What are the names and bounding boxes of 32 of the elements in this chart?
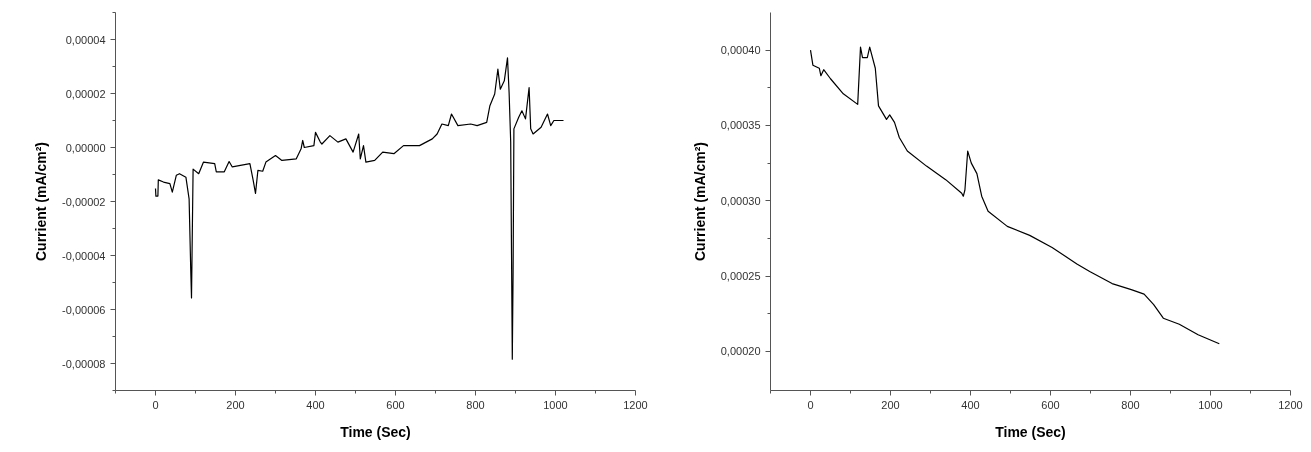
x-tick-label: 1000 (543, 398, 568, 411)
y-tick-label: -0,00008 (62, 357, 106, 370)
y-tick-label: -0,00004 (62, 249, 106, 262)
y-tick-label: -0,00002 (62, 195, 106, 208)
x-tick-label: 0 (152, 398, 159, 411)
y-tick-label: 0,00020 (720, 345, 761, 358)
x-tick-label: 400 (961, 398, 980, 411)
y-tick-label: 0,00040 (720, 44, 761, 57)
x-tick-label: 1200 (1278, 398, 1303, 411)
x-tick-label: 200 (881, 398, 900, 411)
y-tick-label: 0,00025 (720, 270, 761, 283)
x-tick-label: 1200 (623, 398, 648, 411)
x-axis-title: Time (Sec) (340, 423, 411, 440)
line-series (809, 46, 1220, 345)
line-series (154, 57, 565, 360)
y-tick-label: 0,00004 (65, 33, 106, 46)
x-tick-label: 200 (226, 398, 245, 411)
y-tick-label: -0,00006 (62, 303, 106, 316)
y-tick-label: 0,00000 (65, 141, 106, 154)
x-tick-label: 800 (466, 398, 485, 411)
x-tick-label: 1000 (1198, 398, 1223, 411)
x-tick-label: 0 (807, 398, 814, 411)
y-axis-title: Currient (mA/cm²) (691, 141, 708, 261)
x-tick-label: 600 (386, 398, 405, 411)
y-tick-label: 0,00030 (720, 194, 761, 207)
x-tick-label: 600 (1041, 398, 1060, 411)
x-tick-label: 400 (306, 398, 325, 411)
y-axis-title: Currient (mA/cm²) (33, 141, 50, 261)
y-tick-label: 0,00035 (720, 119, 761, 132)
y-tick-label: 0,00002 (65, 87, 106, 100)
x-axis-title: Time (Sec) (995, 423, 1066, 440)
x-tick-label: 800 (1121, 398, 1140, 411)
